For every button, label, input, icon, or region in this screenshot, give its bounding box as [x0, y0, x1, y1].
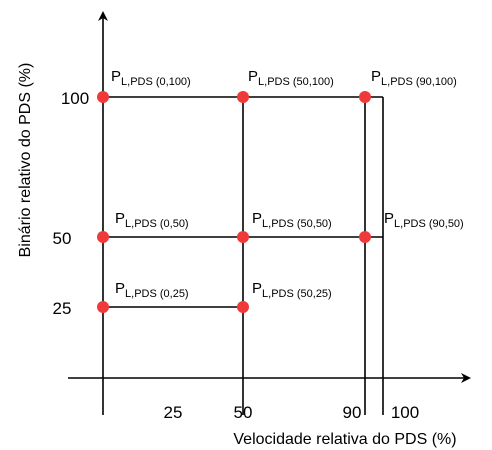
x-axis-label: Velocidade relativa do PDS (%)	[233, 431, 456, 448]
point-0-50	[97, 231, 109, 243]
point-90-100	[359, 91, 371, 103]
point-50-100	[237, 91, 249, 103]
label-point-50-50: PL,PDS (50,50)	[252, 210, 332, 230]
point-50-25	[237, 301, 249, 313]
y-tick-100: 100	[61, 89, 89, 108]
x-tick-90: 90	[343, 403, 362, 422]
label-point-50-100: PL,PDS (50,100)	[248, 68, 334, 88]
x-tick-100: 100	[391, 403, 419, 422]
point-50-50	[237, 231, 249, 243]
label-point-50-25: PL,PDS (50,25)	[252, 280, 332, 300]
point-0-25	[97, 301, 109, 313]
y-tick-50: 50	[53, 229, 72, 248]
y-axis-label: Binário relativo do PDS (%)	[17, 63, 34, 258]
point-90-50	[359, 231, 371, 243]
label-point-90-50: PL,PDS (90,50)	[384, 210, 464, 230]
label-point-0-50: PL,PDS (0,50)	[115, 210, 189, 230]
y-tick-25: 25	[53, 299, 72, 318]
label-point-0-25: PL,PDS (0,25)	[115, 280, 189, 300]
label-point-0-100: PL,PDS (0,100)	[111, 68, 191, 88]
x-tick-50: 50	[234, 403, 253, 422]
x-tick-25: 25	[164, 403, 183, 422]
point-0-100	[97, 91, 109, 103]
label-point-90-100: PL,PDS (90,100)	[371, 68, 457, 88]
